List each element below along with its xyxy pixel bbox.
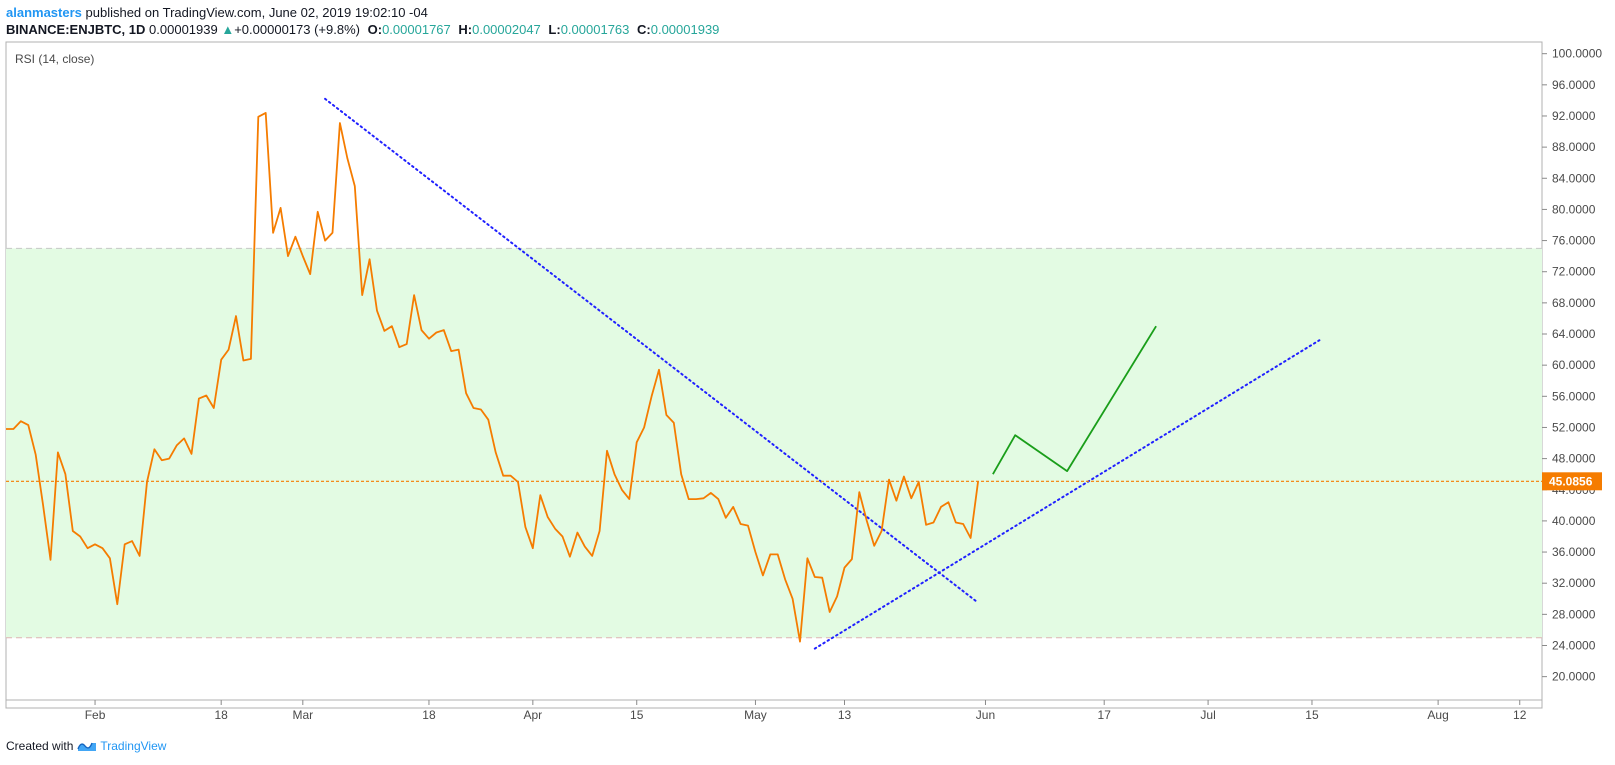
y-tick-label: 60.0000 <box>1552 358 1596 372</box>
current-value-label: 45.0856 <box>1549 474 1593 488</box>
x-tick-label: 18 <box>215 708 229 722</box>
current-value-tag: 45.0856 <box>1542 472 1602 491</box>
current-value-tag-bg <box>1542 472 1602 491</box>
y-tick-label: 84.0000 <box>1552 171 1596 185</box>
x-tick-label: 17 <box>1098 708 1112 722</box>
projection-path[interactable] <box>992 325 1157 475</box>
x-tick-label: May <box>744 708 767 722</box>
indicator-label: RSI (14, close) <box>15 52 94 66</box>
x-tick-label: Aug <box>1427 708 1448 722</box>
price-value: 0.00001939 <box>149 22 218 37</box>
uptrend-line[interactable] <box>813 339 1321 650</box>
publish-info: alanmasters published on TradingView.com… <box>6 5 428 20</box>
high-value: 0.00002047 <box>472 22 541 37</box>
x-tick-label: Jul <box>1200 708 1215 722</box>
y-tick-label: 28.0000 <box>1552 607 1596 621</box>
x-tick-label: Feb <box>85 708 106 722</box>
ohlc-line: BINANCE:ENJBTC, 1D 0.00001939 ▲+0.000001… <box>6 22 719 37</box>
low-value: 0.00001763 <box>560 22 630 37</box>
y-tick-label: 52.0000 <box>1552 420 1596 434</box>
footer: Created with TradingView <box>6 739 166 753</box>
tradingview-logo-icon <box>77 742 97 751</box>
y-tick-label: 56.0000 <box>1552 389 1596 403</box>
y-tick-label: 68.0000 <box>1552 296 1596 310</box>
up-arrow-icon: ▲ <box>221 22 235 37</box>
y-axis: 100.0000 96.0000 92.0000 88.0000 84.0000 80.0… <box>1542 47 1602 684</box>
symbol-label: BINANCE:ENJBTC, 1D <box>6 22 146 37</box>
close-label: C: <box>637 22 651 37</box>
open-value: 0.00001767 <box>382 22 451 37</box>
y-tick-label: 40.0000 <box>1552 514 1596 528</box>
rsi-series-line[interactable] <box>6 112 979 643</box>
downtrend-line[interactable] <box>324 97 980 604</box>
low-label: L: <box>548 22 561 37</box>
y-tick-label: 20.0000 <box>1552 670 1596 684</box>
x-tick-label: 13 <box>838 708 852 722</box>
author-name[interactable]: alanmasters <box>6 5 82 20</box>
open-label: O: <box>367 22 383 37</box>
y-tick-label: 72.0000 <box>1552 265 1596 279</box>
change-value: +0.00000173 (+9.8%) <box>234 22 360 37</box>
y-tick-label: 36.0000 <box>1552 545 1596 559</box>
x-tick-label: 15 <box>1305 708 1319 722</box>
rsi-band <box>6 248 1542 638</box>
x-tick-label: 18 <box>422 708 436 722</box>
x-axis: Feb 18 Mar 18 Apr 15 May 13 Jun 17 Jul 15 Aug 12 <box>85 700 1527 722</box>
x-tick-label: Mar <box>292 708 313 722</box>
published-text: published on TradingView.com, June 02, 2… <box>81 5 428 20</box>
created-with-text: Created with <box>6 739 74 753</box>
tradingview-brand-link[interactable]: TradingView <box>100 739 167 753</box>
y-tick-label: 32.0000 <box>1552 576 1596 590</box>
x-tick-label: Apr <box>523 708 542 722</box>
y-tick-label: 48.0000 <box>1552 452 1596 466</box>
y-tick-label: 88.0000 <box>1552 140 1596 154</box>
y-tick-label: 96.0000 <box>1552 78 1596 92</box>
x-tick-label: 15 <box>630 708 644 722</box>
close-value: 0.00001939 <box>650 22 720 37</box>
x-tick-label: 12 <box>1513 708 1527 722</box>
x-tick-label: Jun <box>976 708 995 722</box>
y-tick-label: 76.0000 <box>1552 234 1596 248</box>
high-label: H: <box>458 22 473 37</box>
y-tick-label: 24.0000 <box>1552 638 1596 652</box>
y-tick-label: 92.0000 <box>1552 109 1596 123</box>
y-tick-label: 64.0000 <box>1552 327 1596 341</box>
y-tick-label: 100.0000 <box>1552 47 1602 61</box>
y-tick-label: 80.0000 <box>1552 202 1596 216</box>
